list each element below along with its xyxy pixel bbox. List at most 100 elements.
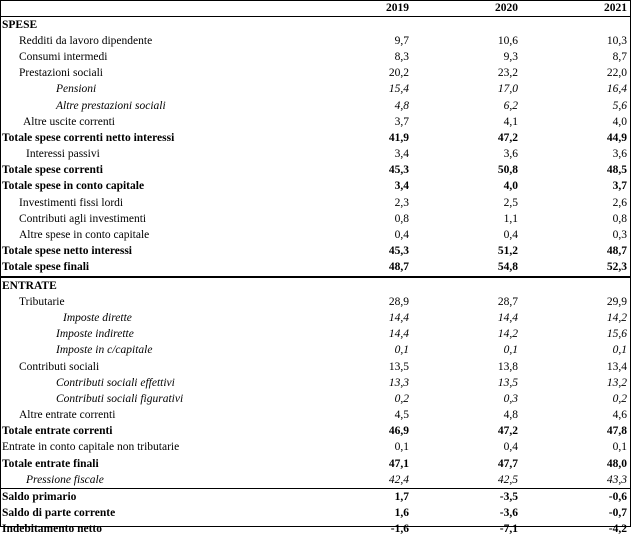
row-label: Totale spese correnti netto interessi <box>1 130 303 146</box>
value-cell: 44,9 <box>521 130 630 146</box>
row-label: Altre prestazioni sociali <box>1 98 303 114</box>
value-cell: 41,9 <box>303 130 412 146</box>
value-cell: 6,2 <box>412 98 521 114</box>
value-cell: 10,6 <box>412 33 521 49</box>
value-cell: 22,0 <box>521 66 630 82</box>
value-cell <box>521 17 630 34</box>
value-cell: 47,2 <box>412 130 521 146</box>
value-cell: 43,3 <box>521 472 630 489</box>
value-cell: 2,3 <box>303 195 412 211</box>
value-cell <box>303 277 412 294</box>
value-cell: 13,3 <box>303 375 412 391</box>
row-label: Imposte dirette <box>1 310 303 326</box>
value-cell: 14,4 <box>303 310 412 326</box>
table-row: ENTRATE <box>1 277 630 294</box>
value-cell: 13,4 <box>521 359 630 375</box>
value-cell: 51,2 <box>412 244 521 260</box>
value-cell <box>412 17 521 34</box>
row-label: Totale entrate finali <box>1 456 303 472</box>
value-cell: 2,5 <box>412 195 521 211</box>
value-cell: 42,4 <box>303 472 412 489</box>
value-cell: 0,4 <box>412 440 521 456</box>
table-row: Indebitamento netto-1,6-7,1-4,2 <box>1 522 630 538</box>
value-cell: -0,6 <box>521 489 630 506</box>
row-label: Contributi sociali <box>1 359 303 375</box>
value-cell: 4,8 <box>412 408 521 424</box>
row-label: Imposte in c/capitale <box>1 343 303 359</box>
value-cell: 4,6 <box>521 408 630 424</box>
value-cell: 0,1 <box>521 440 630 456</box>
value-cell: 4,5 <box>303 408 412 424</box>
value-cell: 1,7 <box>303 489 412 506</box>
row-label: Prestazioni sociali <box>1 66 303 82</box>
value-cell: 14,2 <box>412 327 521 343</box>
row-label: Altre uscite correnti <box>1 114 303 130</box>
row-label: Totale entrate correnti <box>1 424 303 440</box>
table-row: Entrate in conto capitale non tributarie… <box>1 440 630 456</box>
year-header: 2021 <box>521 1 630 17</box>
row-label: Contributi sociali effettivi <box>1 375 303 391</box>
value-cell: 54,8 <box>412 260 521 277</box>
value-cell: 20,2 <box>303 66 412 82</box>
row-label: Totale spese correnti <box>1 163 303 179</box>
value-cell: 14,4 <box>412 310 521 326</box>
value-cell: 28,9 <box>303 294 412 310</box>
value-cell: 8,7 <box>521 49 630 65</box>
value-cell: 23,2 <box>412 66 521 82</box>
value-cell: 46,9 <box>303 424 412 440</box>
value-cell: 0,8 <box>521 211 630 227</box>
value-cell: 13,5 <box>412 375 521 391</box>
row-label: Redditi da lavoro dipendente <box>1 33 303 49</box>
value-cell: 8,3 <box>303 49 412 65</box>
value-cell: 0,1 <box>303 440 412 456</box>
value-cell: 3,7 <box>303 114 412 130</box>
row-label: Totale spese in conto capitale <box>1 179 303 195</box>
value-cell: 14,4 <box>303 327 412 343</box>
value-cell: -7,1 <box>412 522 521 538</box>
value-cell: 48,5 <box>521 163 630 179</box>
value-cell: 1,6 <box>303 506 412 522</box>
row-label: Imposte indirette <box>1 327 303 343</box>
value-cell: 0,4 <box>412 227 521 243</box>
value-cell <box>303 17 412 34</box>
value-cell: 0,1 <box>412 343 521 359</box>
row-label: Pensioni <box>1 82 303 98</box>
value-cell: -1,6 <box>303 522 412 538</box>
value-cell: 0,2 <box>303 391 412 407</box>
row-label: Entrate in conto capitale non tributarie <box>1 440 303 456</box>
value-cell: 0,8 <box>303 211 412 227</box>
row-label: Pressione fiscale <box>1 472 303 489</box>
value-cell: 29,9 <box>521 294 630 310</box>
row-label: Altre entrate correnti <box>1 408 303 424</box>
value-cell: 1,1 <box>412 211 521 227</box>
value-cell: 15,6 <box>521 327 630 343</box>
row-label: Interessi passivi <box>1 147 303 163</box>
value-cell: 45,3 <box>303 163 412 179</box>
value-cell: 14,2 <box>521 310 630 326</box>
row-label: Totale spese finali <box>1 260 303 277</box>
row-label: SPESE <box>1 17 303 34</box>
row-label: Saldo primario <box>1 489 303 506</box>
value-cell: 5,6 <box>521 98 630 114</box>
value-cell: 47,7 <box>412 456 521 472</box>
value-cell: 0,1 <box>521 343 630 359</box>
value-cell: 48,7 <box>521 244 630 260</box>
value-cell: 42,5 <box>412 472 521 489</box>
row-label: Indebitamento netto <box>1 522 303 538</box>
